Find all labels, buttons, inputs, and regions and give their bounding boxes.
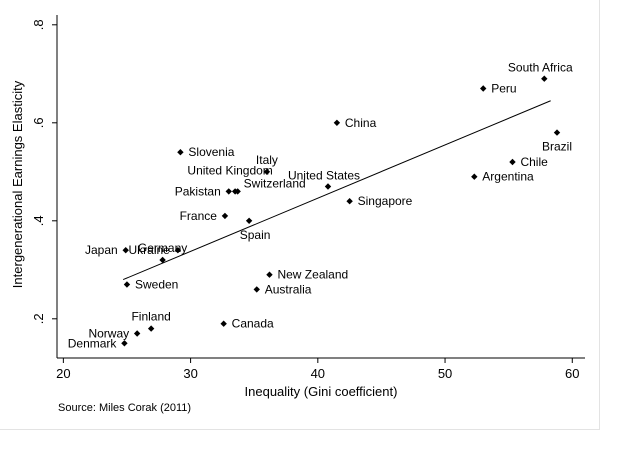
data-point <box>177 149 184 156</box>
point-label: Ukraine <box>129 243 171 257</box>
point-label: Peru <box>491 82 516 96</box>
point-label: Argentina <box>482 170 534 184</box>
data-point <box>480 85 487 92</box>
x-tick-label: 60 <box>565 366 579 381</box>
x-tick-label: 40 <box>311 366 325 381</box>
y-axis-title: Intergenerational Earnings Elasticity <box>10 80 25 288</box>
data-point <box>346 198 353 205</box>
point-label: Spain <box>240 228 271 242</box>
data-point <box>324 183 332 190</box>
data-point <box>121 340 128 347</box>
data-point <box>133 330 141 337</box>
y-tick-label: .8 <box>31 19 46 30</box>
point-label: Pakistan <box>175 184 221 198</box>
data-point <box>266 271 273 278</box>
data-point <box>471 173 478 180</box>
x-tick-label: 30 <box>183 366 197 381</box>
point-label: Norway <box>88 327 129 341</box>
point-label: Switzerland <box>244 176 306 190</box>
point-label: New Zealand <box>277 268 348 282</box>
data-point <box>253 286 260 293</box>
point-label: Japan <box>85 243 118 257</box>
source-note: Source: Miles Corak (2011) <box>58 402 192 414</box>
data-point <box>123 281 131 288</box>
data-point <box>234 188 241 195</box>
x-tick-label: 50 <box>438 366 452 381</box>
x-axis-title: Inequality (Gini coefficient) <box>245 384 398 399</box>
data-point <box>553 129 561 136</box>
data-point <box>174 247 182 254</box>
point-label: United Kingdom <box>187 163 272 177</box>
data-point <box>245 217 253 224</box>
data-point <box>147 325 155 332</box>
point-label: Denmark <box>68 336 118 350</box>
scatter-plot: 20 30 40 50 60 .2 .4 .6 .8 Inequality (Gini coeff… <box>10 15 585 399</box>
point-label: Sweden <box>135 278 178 292</box>
y-tick-label: .2 <box>31 313 46 324</box>
point-label: Singapore <box>358 194 413 208</box>
point-label: Slovenia <box>188 145 234 159</box>
data-point <box>509 158 516 166</box>
point-label: France <box>180 209 218 223</box>
data-point <box>225 188 232 195</box>
data-point <box>122 247 129 254</box>
point-label: United States <box>288 169 360 183</box>
data-point <box>221 212 229 220</box>
data-point <box>159 256 166 264</box>
fit-line <box>122 100 551 281</box>
point-label: Chile <box>520 155 548 169</box>
y-tick-label: .6 <box>31 117 46 128</box>
point-label: Australia <box>265 282 312 296</box>
chart-frame: 20 30 40 50 60 .2 .4 .6 .8 Inequality (Gini coeff… <box>0 0 600 430</box>
x-tick-label: 20 <box>56 366 70 381</box>
data-point <box>333 119 341 126</box>
point-label: China <box>345 116 377 130</box>
point-label: Canada <box>232 317 274 331</box>
data-point <box>541 75 548 82</box>
point-label: Germany <box>138 241 187 255</box>
point-label: Finland <box>131 310 170 324</box>
point-label: Italy <box>256 153 278 167</box>
data-point <box>263 168 271 175</box>
point-label: Brazil <box>542 140 572 154</box>
y-tick-label: .4 <box>31 215 46 226</box>
data-point <box>220 320 227 327</box>
point-label: South Africa <box>508 61 573 75</box>
